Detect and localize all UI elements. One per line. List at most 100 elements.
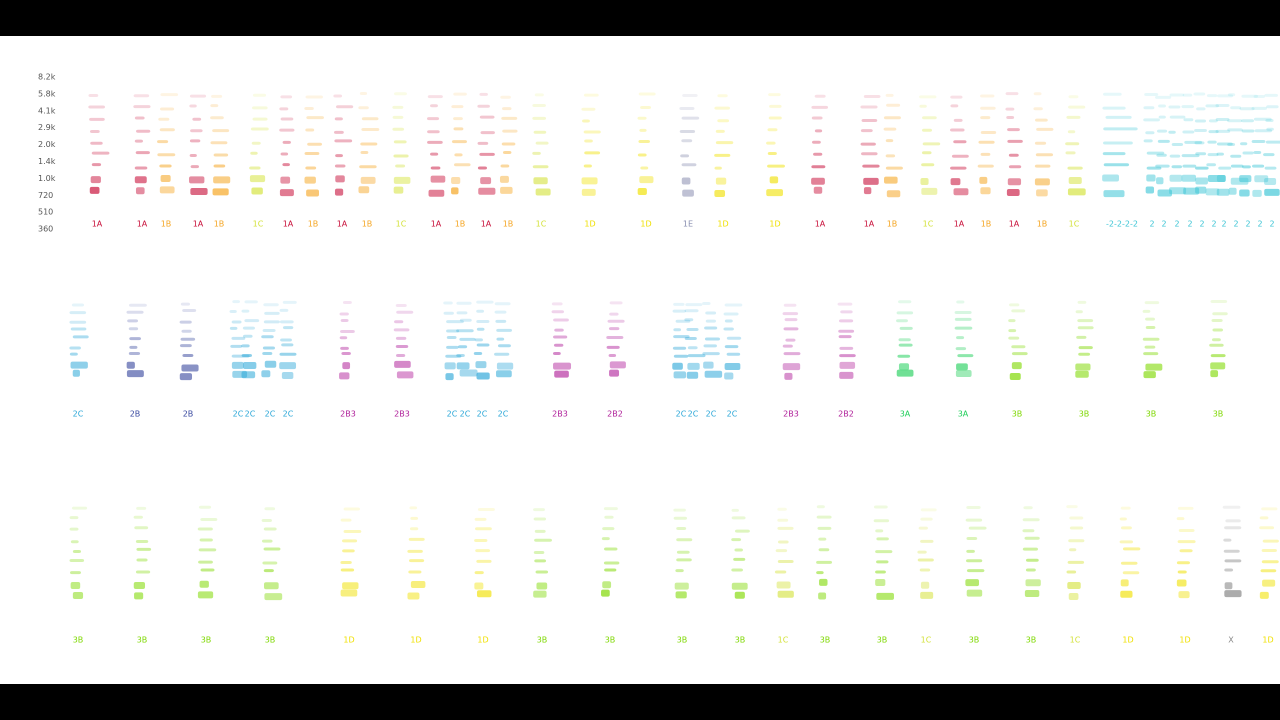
spectral-streak	[445, 373, 454, 381]
syllable-spectrogram	[197, 505, 218, 599]
syllable-label: 1B	[214, 220, 225, 229]
spectral-streak	[782, 363, 801, 371]
spectral-streak	[340, 518, 352, 522]
syllable-label: 3B	[1146, 410, 1157, 419]
spectral-streak	[1022, 547, 1038, 551]
spectral-streak	[241, 309, 250, 313]
spectral-streak	[782, 344, 793, 348]
spectral-streak	[1208, 130, 1219, 134]
spectral-streak	[230, 344, 243, 348]
spectral-streak	[968, 526, 987, 530]
spectral-streak	[673, 328, 682, 332]
spectral-streak	[675, 319, 691, 323]
spectral-streak	[304, 151, 320, 155]
syllable-label: 1B	[308, 220, 319, 229]
syllable-label: 1C	[921, 636, 932, 645]
spectral-streak	[407, 549, 423, 553]
spectral-streak	[128, 352, 141, 356]
spectral-streak	[1103, 141, 1133, 145]
spectral-streak	[1194, 141, 1205, 145]
syllable-spectrogram	[133, 94, 151, 195]
spectral-streak	[1119, 540, 1134, 544]
spectral-streak	[1169, 187, 1187, 195]
syllable-spectrogram	[954, 300, 974, 377]
spectral-streak	[340, 318, 349, 322]
spectral-streak	[920, 517, 933, 521]
spectral-streak	[601, 589, 610, 597]
spectral-streak	[200, 518, 218, 522]
spectral-streak	[1122, 547, 1141, 551]
spectral-streak	[280, 95, 293, 99]
spectral-streak	[133, 582, 146, 590]
frequency-label: 2.9k	[38, 123, 56, 132]
spectral-streak	[69, 527, 79, 531]
spectral-streak	[920, 178, 929, 186]
spectral-streak	[951, 154, 969, 158]
spectral-streak	[731, 508, 739, 512]
spectral-streak	[717, 119, 730, 123]
spectral-streak	[408, 570, 422, 574]
spectral-streak	[1007, 139, 1023, 143]
spectral-streak	[1144, 345, 1156, 349]
spectral-streak	[873, 519, 890, 523]
syllable-label: 2B	[130, 410, 141, 419]
spectral-streak	[135, 540, 149, 544]
spectral-streak	[69, 346, 81, 350]
spectral-streak	[261, 335, 274, 339]
spectral-streak	[69, 352, 78, 356]
syllable-spectrogram	[977, 94, 997, 195]
spectral-streak	[703, 344, 717, 348]
spectral-streak	[977, 164, 994, 168]
spectral-streak	[777, 518, 789, 522]
spectral-streak	[684, 309, 699, 313]
spectral-streak	[263, 527, 277, 531]
syllable-spectrogram	[1222, 505, 1242, 598]
spectral-streak	[672, 362, 683, 370]
spectral-streak	[1122, 571, 1140, 575]
spectral-streak	[1076, 335, 1087, 339]
syllable-spectrogram	[1209, 300, 1228, 378]
spectral-streak	[1261, 548, 1277, 552]
spectral-streak	[1216, 175, 1226, 183]
spectral-streak	[496, 337, 505, 341]
spectral-streak	[279, 128, 295, 132]
spectral-streak	[1067, 166, 1083, 170]
spectral-streak	[210, 141, 228, 145]
spectral-streak	[898, 343, 913, 347]
spectral-streak	[1006, 116, 1015, 120]
syllable-label: 1A	[283, 220, 294, 229]
spectral-streak	[282, 300, 297, 304]
spectral-streak	[475, 361, 487, 369]
spectral-streak	[1193, 92, 1206, 96]
frequency-label: 360	[38, 225, 53, 234]
spectral-streak	[675, 591, 687, 599]
spectral-streak	[860, 129, 873, 133]
spectral-streak	[1102, 174, 1120, 182]
spectral-streak	[1069, 526, 1084, 530]
spectral-streak	[1077, 300, 1087, 304]
frequency-label: 4.1k	[38, 106, 56, 115]
spectral-streak	[898, 338, 911, 342]
spectral-streak	[1025, 579, 1041, 587]
spectral-streak	[551, 310, 564, 314]
spectral-streak	[1120, 579, 1129, 587]
spectral-streak	[839, 371, 854, 379]
syllable-label: 1C	[536, 220, 547, 229]
syllable-spectrogram	[340, 507, 362, 597]
syllable-label: 1A	[337, 220, 348, 229]
spectral-streak	[581, 188, 596, 196]
spectral-streak	[724, 319, 733, 323]
spectral-streak	[200, 568, 215, 572]
spectral-streak	[333, 94, 343, 98]
spectral-streak	[1253, 151, 1262, 155]
spectral-streak	[358, 106, 369, 110]
spectral-streak	[1008, 153, 1019, 157]
spectral-streak	[1217, 94, 1234, 98]
spectral-streak	[1069, 516, 1084, 520]
spectral-streak	[358, 186, 370, 194]
spectral-streak	[581, 177, 598, 185]
spectral-streak	[534, 538, 552, 542]
syllable-spectrogram	[249, 93, 269, 195]
spectral-streak	[1251, 106, 1268, 110]
spectral-streak	[883, 127, 897, 131]
